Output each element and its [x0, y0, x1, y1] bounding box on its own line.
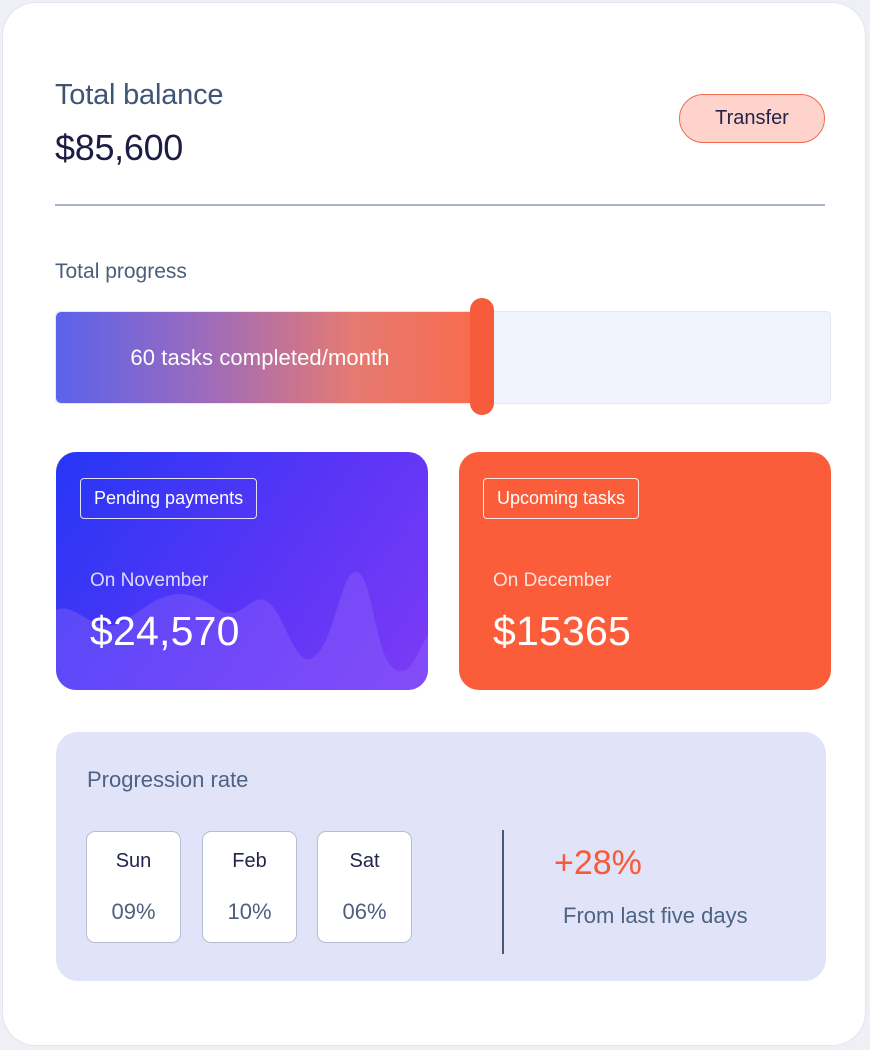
progress-text: 60 tasks completed/month — [130, 344, 390, 370]
pending-period: On November — [90, 570, 209, 591]
transfer-button[interactable]: Transfer — [679, 94, 825, 143]
rate-change: +28% — [554, 844, 642, 882]
balance-title: Total balance — [55, 79, 224, 111]
day-box-feb[interactable]: Feb 10% — [202, 831, 297, 943]
divider — [55, 204, 825, 206]
progression-rate-panel: Progression rate Sun 09% Feb 10% Sat 06%… — [56, 732, 826, 981]
day-box-sun[interactable]: Sun 09% — [86, 831, 181, 943]
upcoming-tasks-card[interactable]: Upcoming tasks On December $15365 — [459, 452, 831, 690]
wave-chart-decoration — [56, 572, 428, 690]
day-name: Feb — [232, 850, 267, 872]
day-name: Sat — [349, 850, 380, 872]
progress-label: Total progress — [55, 260, 187, 283]
rate-caption: From last five days — [563, 903, 748, 928]
upcoming-period: On December — [493, 570, 612, 591]
pending-payments-card[interactable]: Pending payments On November $24,570 — [56, 452, 428, 690]
progress-handle[interactable] — [469, 298, 494, 415]
day-percent: 09% — [111, 899, 156, 924]
progression-rate-title: Progression rate — [87, 767, 249, 792]
upcoming-tasks-chip: Upcoming tasks — [483, 478, 640, 519]
day-box-sat[interactable]: Sat 06% — [317, 831, 412, 943]
day-percent: 06% — [342, 899, 387, 924]
vertical-divider — [502, 830, 504, 954]
upcoming-amount: $15365 — [493, 608, 632, 654]
day-name: Sun — [115, 850, 152, 872]
progress-fill — [56, 312, 482, 403]
pending-amount: $24,570 — [90, 608, 240, 654]
progress-bar: 60 tasks completed/month — [55, 298, 831, 415]
pending-payments-chip: Pending payments — [80, 478, 258, 519]
day-percent: 10% — [227, 899, 272, 924]
balance-amount: $85,600 — [55, 127, 184, 168]
